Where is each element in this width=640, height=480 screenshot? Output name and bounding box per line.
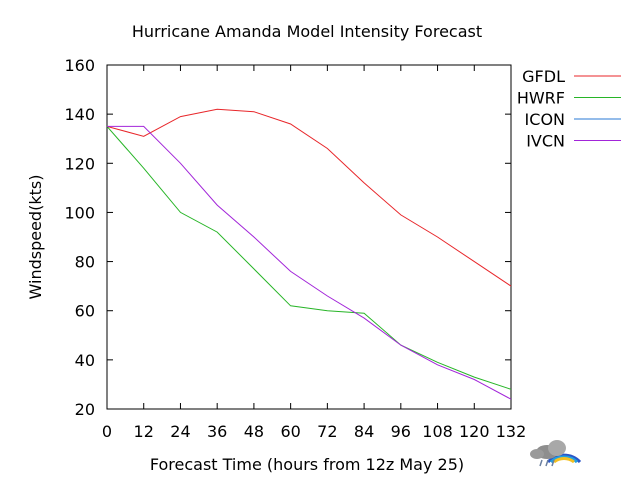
x-tick-label: 84: [354, 422, 374, 441]
x-axis-label: Forecast Time (hours from 12z May 25): [150, 455, 464, 474]
legend-label-icon: ICON: [525, 110, 565, 129]
y-tick-label: 160: [64, 56, 95, 75]
y-tick-label: 140: [64, 105, 95, 124]
x-tick-label: 120: [459, 422, 490, 441]
y-tick-label: 40: [75, 351, 95, 370]
y-tick-label: 80: [75, 253, 95, 272]
x-tick-label: 108: [422, 422, 453, 441]
x-tick-label: 72: [317, 422, 337, 441]
axis-ticks: 0 12 24 36 48 60 72 84 96 108 120 132 20 40 60 80 100 120…: [64, 56, 526, 441]
x-tick-label: 60: [280, 422, 300, 441]
series-line-ivcn: [107, 125, 512, 400]
legend: GFDL HWRF ICON IVCN: [517, 67, 621, 151]
x-tick-label: 36: [207, 422, 227, 441]
y-axis-label: Windspeed(kts): [26, 175, 45, 300]
x-tick-label: 24: [170, 422, 190, 441]
x-tick-label: 132: [496, 422, 527, 441]
y-tick-label: 120: [64, 154, 95, 173]
x-tick-label: 96: [391, 422, 411, 441]
series-line-hwrf: [106, 126, 512, 390]
plot-area-border: [106, 64, 512, 410]
y-tick-label: 60: [75, 302, 95, 321]
series-line-gfdl: [106, 108, 512, 287]
series-lines: [106, 108, 512, 400]
weather-cloud-rainbow-icon: [530, 440, 582, 467]
x-tick-label: 48: [244, 422, 264, 441]
x-tick-label: 0: [102, 422, 112, 441]
y-tick-label: 20: [75, 400, 95, 419]
legend-label-ivcn: IVCN: [526, 132, 565, 151]
legend-label-hwrf: HWRF: [517, 89, 565, 108]
legend-label-gfdl: GFDL: [522, 67, 565, 86]
x-tick-label: 12: [134, 422, 154, 441]
chart-title: Hurricane Amanda Model Intensity Forecas…: [132, 22, 482, 41]
y-tick-label: 100: [64, 203, 95, 222]
